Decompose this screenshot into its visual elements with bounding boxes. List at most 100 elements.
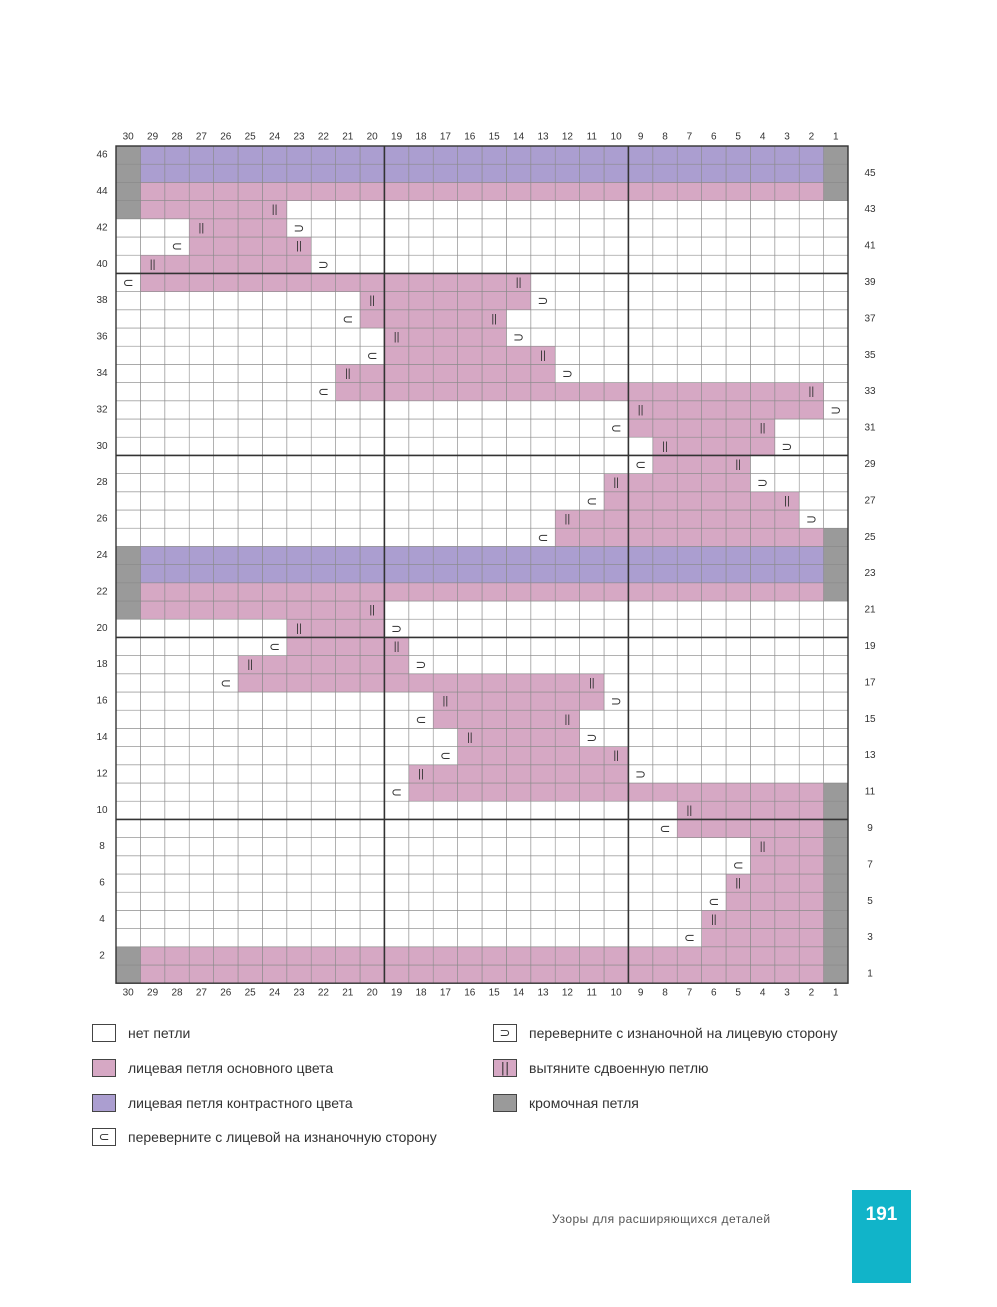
chart-cell [725, 564, 751, 584]
chart-cell [603, 509, 629, 529]
chart-cell [164, 564, 190, 584]
turn-left-icon: ⊂ [269, 639, 280, 654]
chart-cell [262, 618, 288, 638]
chart-cell [774, 400, 800, 420]
chart-cell [628, 436, 654, 456]
chart-cell [579, 800, 605, 820]
chart-cell [798, 527, 824, 547]
row-number-left: 8 [99, 841, 105, 852]
row-number-right: 39 [864, 277, 876, 288]
chart-cell [652, 600, 678, 620]
chart-cell [750, 891, 776, 911]
turn-left-icon: ⊂ [611, 421, 622, 436]
row-number-left: 38 [96, 295, 108, 306]
chart-cell [408, 964, 434, 984]
row-number-left: 4 [99, 914, 105, 925]
chart-cell [774, 855, 800, 875]
chart-cell [140, 655, 166, 675]
chart-cell [554, 618, 580, 638]
chart-cell [701, 145, 727, 165]
row-number-left: 42 [96, 222, 108, 233]
chart-cell [603, 728, 629, 747]
chart-cell [823, 491, 849, 511]
chart-cell [286, 764, 312, 784]
chart-cell [798, 618, 824, 638]
chart-cell [603, 236, 629, 256]
row-number-left: 18 [96, 659, 108, 670]
chart-cell [750, 436, 776, 456]
chart-cell [652, 964, 678, 984]
chart-cell [457, 582, 483, 602]
chart-cell [676, 509, 702, 529]
legend-edge-stitch: кромочная петля [493, 1094, 639, 1112]
column-number-bottom: 18 [415, 988, 427, 999]
chart-cell [823, 728, 849, 747]
chart-cell [676, 236, 702, 256]
chart-cell [725, 163, 751, 183]
chart-cell [335, 163, 361, 183]
chart-cell [506, 910, 532, 929]
chart-cell [359, 855, 385, 875]
chart-cell [262, 455, 288, 474]
chart-cell [676, 910, 702, 929]
chart-cell [652, 345, 678, 365]
chart-cell [530, 236, 556, 256]
turn-right-icon: ⊃ [562, 366, 573, 381]
chart-cell [164, 709, 190, 729]
chart-cell [603, 546, 629, 565]
chart-cell [310, 309, 336, 329]
column-number-top: 22 [318, 132, 330, 143]
chart-cell [725, 345, 751, 365]
chart-cell [554, 382, 580, 402]
chart-cell [432, 764, 458, 784]
chart-cell [164, 600, 190, 620]
chart-cell [530, 618, 556, 638]
chart-cell [335, 200, 361, 220]
chart-cell [237, 964, 263, 984]
chart-cell [384, 964, 410, 984]
chart-cell [115, 746, 141, 766]
chart-cell [286, 582, 312, 602]
chart-cell [725, 964, 751, 984]
chart-cell [652, 618, 678, 638]
chart-cell [652, 946, 678, 966]
chart-cell [823, 873, 849, 893]
chart-cell [481, 582, 507, 602]
chart-cell [359, 709, 385, 729]
chart-cell [140, 218, 166, 238]
chart-cell [579, 527, 605, 547]
chart-cell [652, 928, 678, 948]
chart-cell [188, 254, 214, 274]
chart-cell [164, 946, 190, 966]
chart-cell [579, 637, 605, 656]
column-number-bottom: 2 [809, 988, 815, 999]
chart-cell [481, 637, 507, 656]
turn-left-icon: ⊂ [318, 384, 329, 399]
chart-cell [774, 309, 800, 329]
chart-cell [286, 200, 312, 220]
chart-cell [384, 273, 410, 292]
chart-cell [140, 382, 166, 402]
chart-cell [603, 618, 629, 638]
row-number-right: 45 [864, 168, 876, 179]
chart-cell [335, 436, 361, 456]
page-tab: 191 [852, 1190, 911, 1283]
chart-cell [579, 345, 605, 365]
chart-cell [237, 400, 263, 420]
chart-cell [506, 855, 532, 875]
row-number-right: 1 [867, 969, 873, 980]
chart-cell [310, 819, 336, 838]
row-number-right: 19 [864, 641, 876, 652]
chart-cell [750, 728, 776, 747]
chart-cell [140, 891, 166, 911]
chart-cell [237, 200, 263, 220]
chart-cell [164, 418, 190, 438]
chart-cell [408, 382, 434, 402]
chart-cell [579, 327, 605, 347]
chart-cell [506, 436, 532, 456]
chart-cell [823, 473, 849, 493]
chart-cell [725, 946, 751, 966]
chart-cell [701, 655, 727, 675]
chart-cell [115, 400, 141, 420]
chart-cell [750, 400, 776, 420]
